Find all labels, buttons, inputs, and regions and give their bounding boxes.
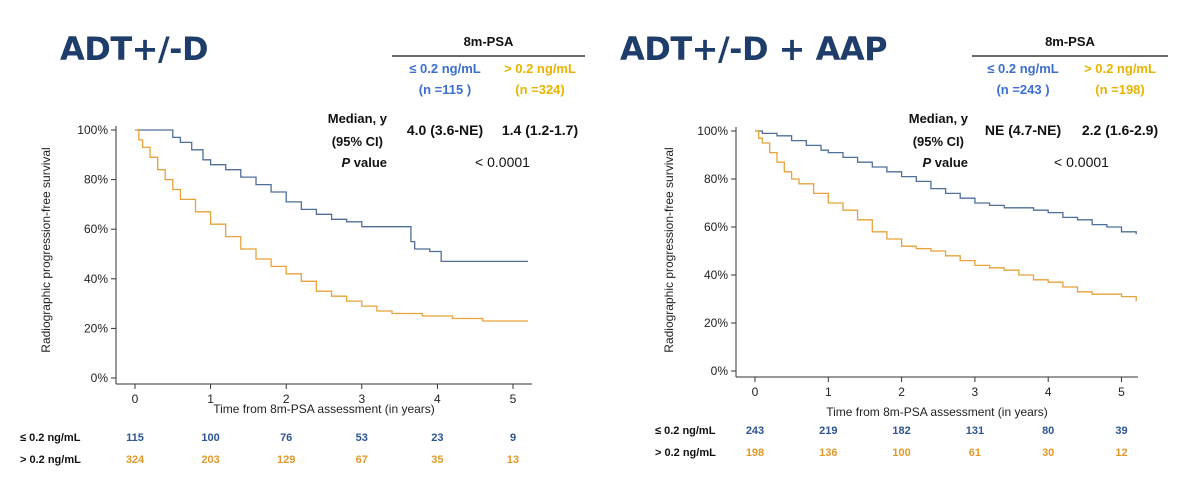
x-tick-label: 3 [972, 385, 979, 399]
risk-value: 23 [431, 432, 443, 444]
p-label-italic: P [341, 155, 350, 170]
x-tick-label: 3 [358, 392, 365, 406]
risk-value: 80 [1042, 425, 1054, 437]
risk-value: 115 [126, 432, 144, 444]
median-ci-label: (95% CI) [332, 134, 383, 149]
risk-value: 219 [819, 425, 837, 437]
x-tick-label: 1 [825, 385, 832, 399]
series-line-low-psa [135, 129, 529, 263]
risk-value: 198 [746, 447, 764, 459]
table-col-low-n: (n =243 ) [996, 82, 1049, 97]
x-tick-label: 4 [434, 392, 441, 406]
table-col-low: ≤ 0.2 ng/mL [409, 61, 480, 76]
risk-value: 131 [966, 425, 984, 437]
risk-value: 53 [356, 432, 368, 444]
series-line-high-psa [755, 130, 1137, 302]
median-high-value: 2.2 (1.6-2.9) [1082, 122, 1158, 138]
risk-value: 67 [356, 454, 368, 466]
median-ci-label: (95% CI) [913, 134, 964, 149]
y-tick-label: 60% [704, 220, 728, 234]
p-value-label: P value [341, 155, 387, 170]
y-tick-label: 100% [697, 124, 728, 138]
y-axis-label: Radiographic progression-free survival [39, 147, 53, 352]
y-tick-label: 20% [84, 321, 108, 335]
x-tick-label: 5 [510, 392, 517, 406]
risk-row-label: > 0.2 ng/mL [20, 454, 81, 466]
y-tick-label: 60% [84, 222, 108, 236]
y-tick-label: 0% [91, 371, 109, 385]
risk-value: 39 [1115, 425, 1127, 437]
risk-value: 324 [126, 454, 145, 466]
table-col-low-n: (n =115 ) [419, 82, 471, 97]
p-value-label: P value [922, 155, 968, 170]
series-line-high-psa [135, 129, 529, 322]
risk-value: 203 [201, 454, 219, 466]
p-value: < 0.0001 [1054, 154, 1109, 170]
table-header: 8m-PSA [1045, 34, 1095, 49]
x-tick-label: 0 [132, 392, 139, 406]
y-tick-label: 40% [704, 268, 728, 282]
y-tick-label: 0% [711, 364, 729, 378]
risk-value: 12 [1115, 447, 1127, 459]
p-label-rest: value [931, 155, 968, 170]
median-high-value: 1.4 (1.2-1.7) [502, 122, 578, 138]
table-col-high: > 0.2 ng/mL [1084, 61, 1156, 76]
series-line-low-psa [755, 130, 1137, 235]
risk-value: 243 [746, 425, 764, 437]
y-tick-label: 80% [704, 172, 728, 186]
x-tick-label: 2 [283, 392, 290, 406]
y-tick-label: 20% [704, 316, 728, 330]
table-col-high-n: (n =198) [1095, 82, 1145, 97]
risk-value: 13 [507, 454, 519, 466]
y-axis-label: Radiographic progression-free survival [662, 147, 676, 352]
x-tick-label: 2 [898, 385, 905, 399]
p-label-italic: P [922, 155, 931, 170]
risk-value: 76 [280, 432, 292, 444]
risk-value: 30 [1042, 447, 1054, 459]
x-tick-label: 0 [752, 385, 759, 399]
x-tick-label: 5 [1118, 385, 1125, 399]
table-header: 8m-PSA [464, 34, 514, 49]
x-axis-label: Time from 8m-PSA assessment (in years) [213, 402, 435, 416]
risk-row-label: ≤ 0.2 ng/mL [655, 425, 716, 437]
risk-value: 35 [431, 454, 443, 466]
risk-row-label: ≤ 0.2 ng/mL [20, 432, 81, 444]
median-low-value: 4.0 (3.6-NE) [407, 122, 483, 138]
median-label: Median, y [328, 111, 388, 126]
risk-value: 182 [892, 425, 910, 437]
panel-title-right: ADT+/-D + AAP [620, 30, 888, 68]
median-low-value: NE (4.7-NE) [985, 122, 1061, 138]
table-col-high: > 0.2 ng/mL [504, 61, 576, 76]
risk-value: 136 [819, 447, 837, 459]
x-axis-label: Time from 8m-PSA assessment (in years) [826, 405, 1048, 419]
y-tick-label: 40% [84, 272, 108, 286]
table-col-low: ≤ 0.2 ng/mL [987, 61, 1058, 76]
risk-value: 129 [277, 454, 295, 466]
panel-title-left: ADT+/-D [60, 30, 209, 68]
x-tick-label: 4 [1045, 385, 1052, 399]
risk-value: 100 [201, 432, 219, 444]
risk-value: 61 [969, 447, 981, 459]
table-col-high-n: (n =324) [515, 82, 565, 97]
y-tick-label: 80% [84, 173, 108, 187]
median-label: Median, y [909, 111, 969, 126]
risk-value: 9 [510, 432, 516, 444]
y-tick-label: 100% [77, 123, 108, 137]
x-tick-label: 1 [207, 392, 214, 406]
risk-row-label: > 0.2 ng/mL [655, 447, 716, 459]
p-value: < 0.0001 [475, 154, 530, 170]
risk-value: 100 [892, 447, 910, 459]
p-label-rest: value [350, 155, 387, 170]
